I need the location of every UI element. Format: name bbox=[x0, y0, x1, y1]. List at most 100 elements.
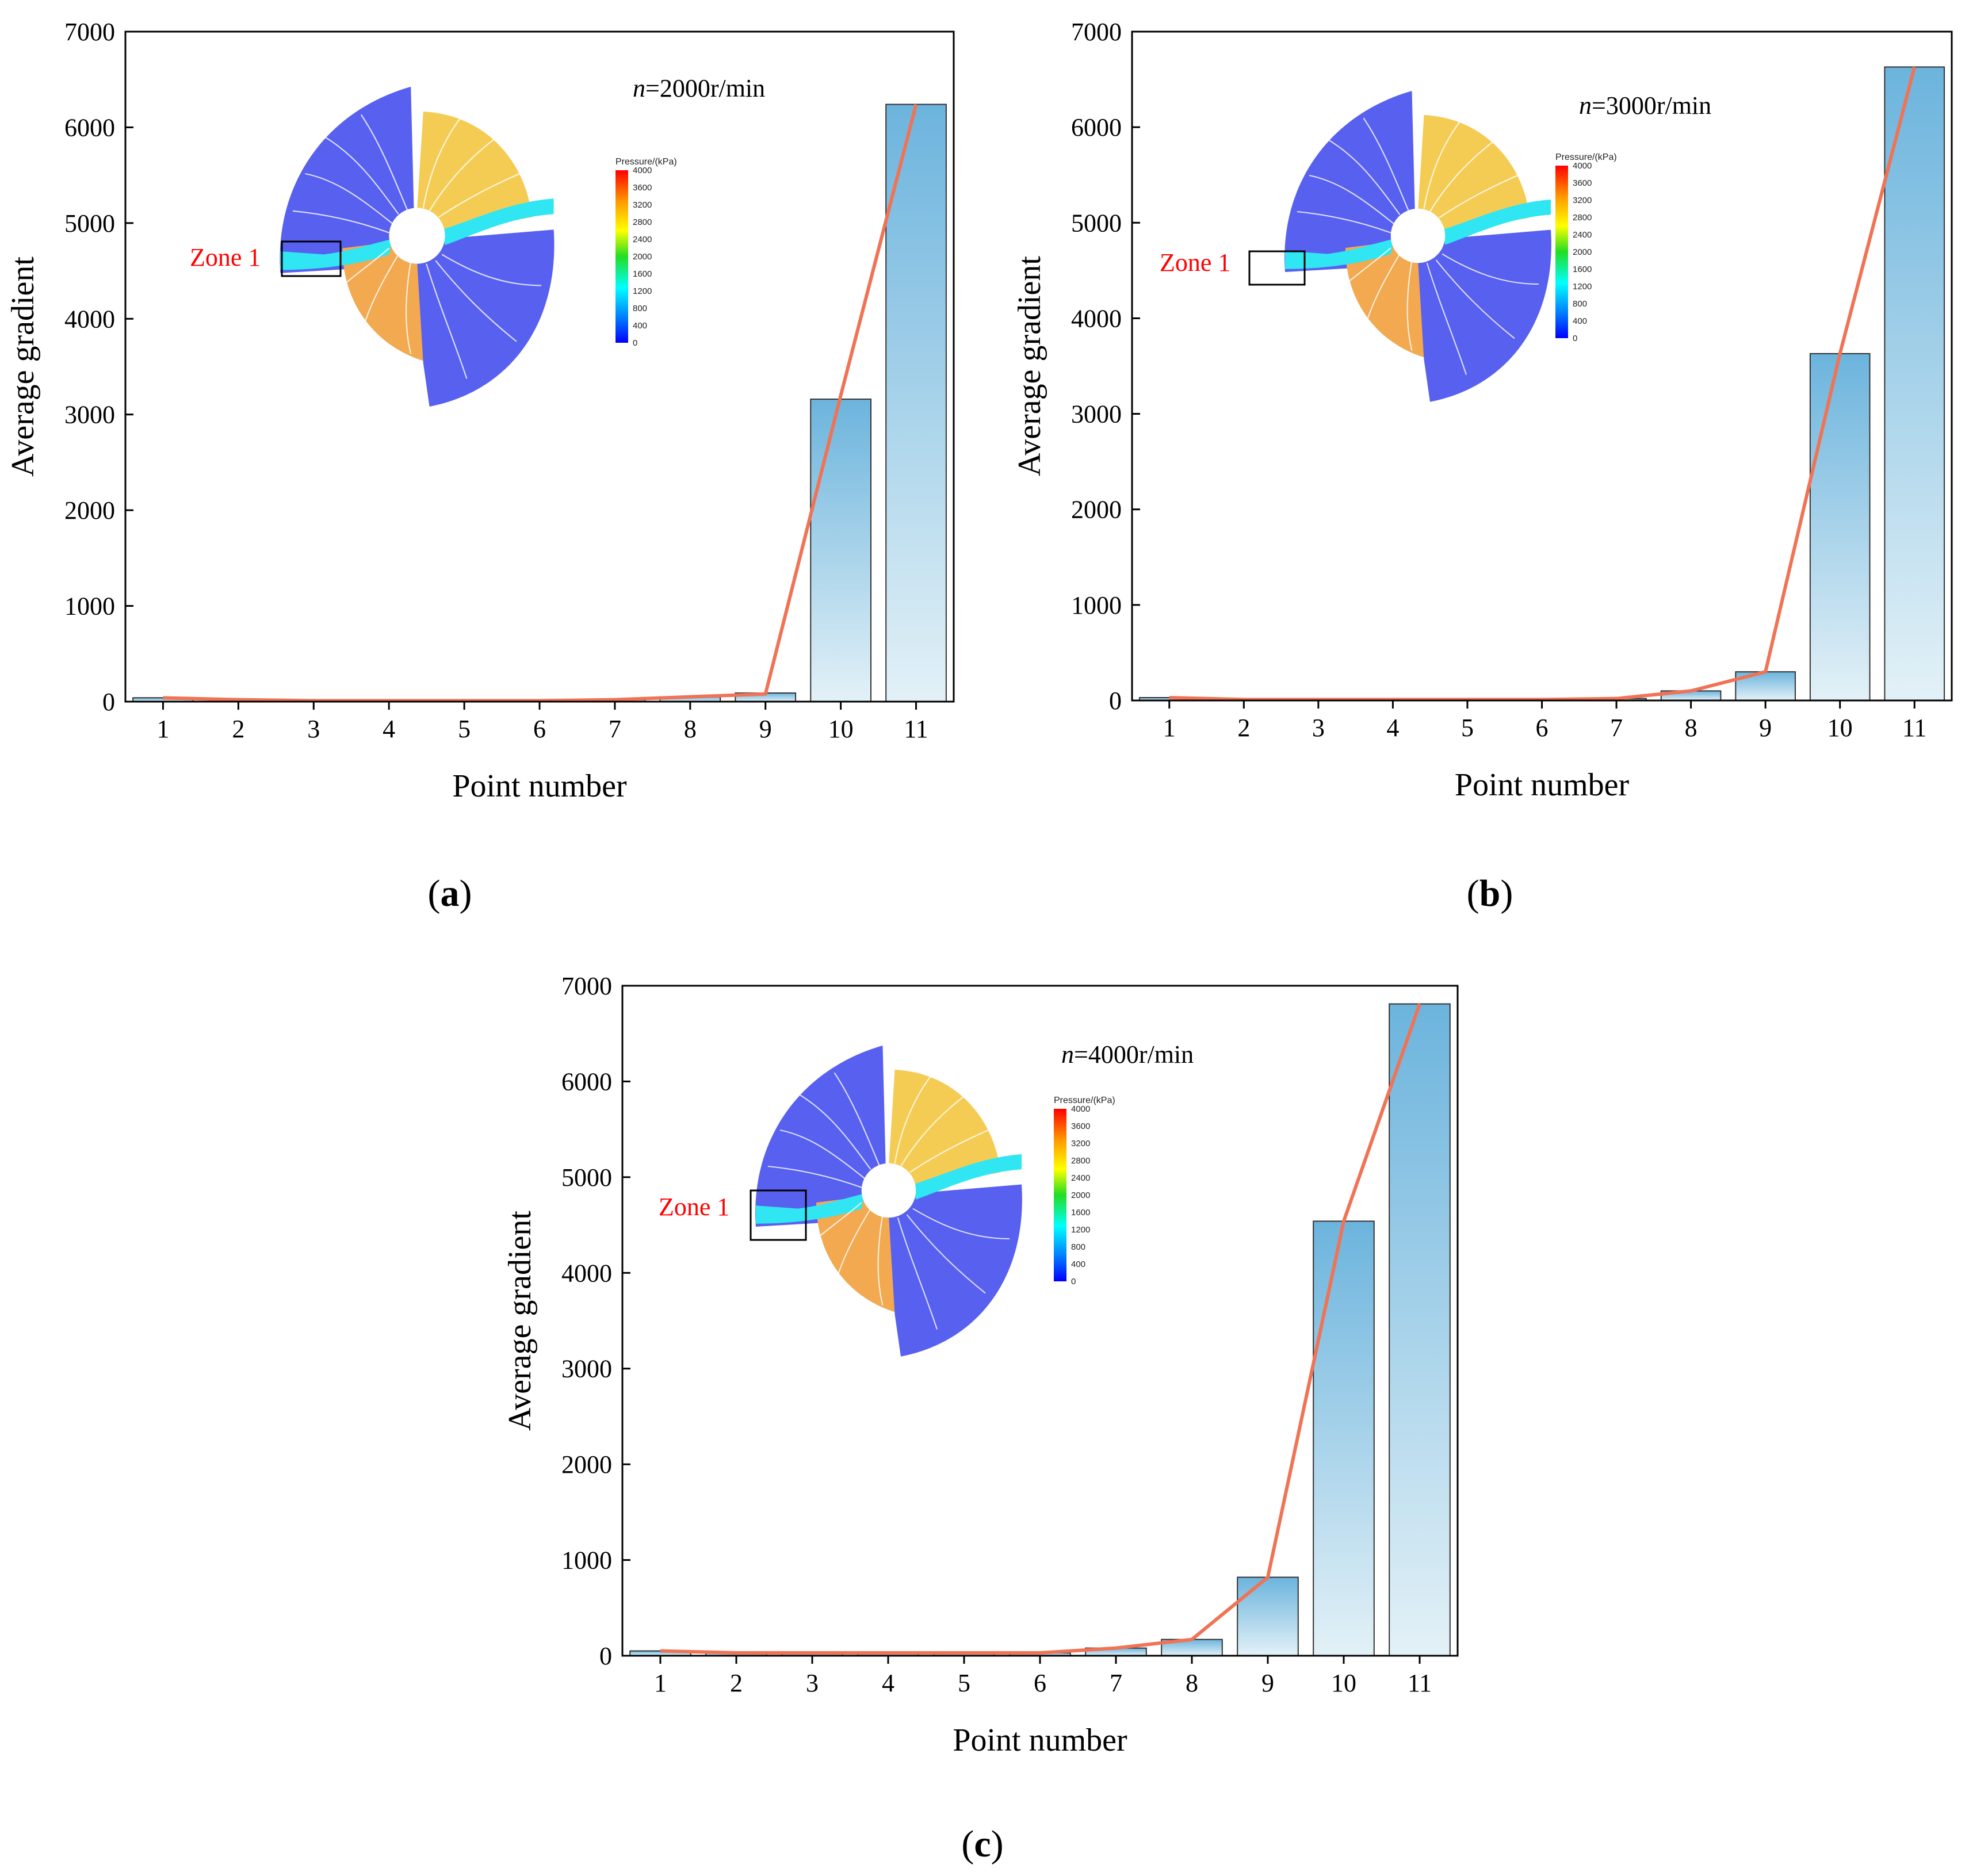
rotor-inset-b bbox=[1284, 90, 1552, 403]
x-axis-title-c: Point number bbox=[953, 1722, 1127, 1758]
ytick-label: 3000 bbox=[561, 1355, 612, 1383]
ytick-label: 2000 bbox=[561, 1450, 612, 1479]
y-axis-title-b: Average gradient bbox=[1012, 256, 1047, 476]
ytick-label: 7000 bbox=[1071, 18, 1122, 46]
xtick-label: 1 bbox=[654, 1669, 667, 1697]
xtick-label: 2 bbox=[1237, 714, 1250, 742]
ytick-label: 1000 bbox=[1071, 591, 1122, 619]
bar-b-11 bbox=[1884, 66, 1945, 701]
speed-label-a: n=2000r/min bbox=[633, 74, 765, 102]
xtick-label: 8 bbox=[684, 715, 697, 743]
xtick-label: 7 bbox=[609, 715, 621, 743]
ytick-label: 6000 bbox=[64, 113, 115, 141]
rotor-inset-a bbox=[279, 86, 555, 408]
xtick-label: 6 bbox=[1034, 1669, 1046, 1697]
xtick-label: 8 bbox=[1685, 714, 1697, 742]
ytick-label: 5000 bbox=[64, 209, 115, 238]
bar-c-10 bbox=[1313, 1220, 1375, 1656]
colorbar-tick-label: 2400 bbox=[633, 235, 652, 244]
xtick-label: 3 bbox=[1312, 714, 1325, 742]
ytick-label: 2000 bbox=[64, 496, 115, 524]
ytick-label: 5000 bbox=[1071, 209, 1122, 237]
colorbar-tick-label: 1200 bbox=[1071, 1225, 1090, 1235]
xtick-label: 5 bbox=[458, 715, 471, 743]
xtick-label: 2 bbox=[232, 715, 244, 743]
y-axis-title-c: Average gradient bbox=[502, 1211, 538, 1431]
colorbar-tick-label: 1600 bbox=[633, 269, 652, 279]
xtick-label: 7 bbox=[1110, 1669, 1122, 1697]
ytick-label: 4000 bbox=[1071, 304, 1122, 332]
colorbar-tick-label: 3200 bbox=[633, 200, 652, 210]
bar-a-10 bbox=[810, 399, 871, 702]
trend-line-c bbox=[660, 1003, 1421, 1655]
ytick-label: 1000 bbox=[561, 1546, 612, 1575]
ytick-label: 2000 bbox=[1071, 496, 1122, 524]
trend-line-a bbox=[163, 104, 918, 703]
colorbar-tick-label: 2000 bbox=[1071, 1190, 1090, 1200]
colorbar-tick-label: 4000 bbox=[1071, 1104, 1090, 1114]
bar-c-9 bbox=[1237, 1576, 1299, 1656]
ytick-label: 1000 bbox=[64, 592, 115, 621]
ytick-label: 3000 bbox=[64, 401, 115, 429]
colorbar-a: Pressure/(kPa) 4000360032002800240020001… bbox=[615, 157, 677, 348]
xtick-label: 6 bbox=[1536, 714, 1549, 742]
colorbar-tick-label: 400 bbox=[1573, 316, 1587, 326]
xtick-label: 1 bbox=[1163, 714, 1176, 742]
colorbar-tick-label: 0 bbox=[1573, 334, 1577, 343]
ytick-label: 5000 bbox=[561, 1163, 612, 1192]
ytick-label: 6000 bbox=[1071, 113, 1122, 141]
colorbar-c: Pressure/(kPa) 4000360032002800240020001… bbox=[1054, 1096, 1115, 1287]
colorbar-tick-label: 800 bbox=[1071, 1242, 1085, 1252]
colorbar-tick-label: 2400 bbox=[1071, 1173, 1090, 1183]
ytick-label: 4000 bbox=[561, 1259, 612, 1287]
bar-c-11 bbox=[1389, 1003, 1451, 1656]
colorbar-tick-label: 4000 bbox=[633, 166, 652, 175]
colorbar-tick-label: 800 bbox=[1573, 299, 1587, 309]
xtick-label: 11 bbox=[1408, 1669, 1432, 1697]
ytick-label: 7000 bbox=[561, 972, 612, 1000]
xtick-label: 11 bbox=[1902, 714, 1926, 742]
xtick-label: 3 bbox=[806, 1669, 819, 1697]
colorbar-tick-label: 2000 bbox=[633, 252, 652, 262]
ytick-label: 6000 bbox=[561, 1067, 612, 1096]
ytick-label: 0 bbox=[102, 688, 115, 716]
xtick-label: 7 bbox=[1610, 714, 1623, 742]
zone-marker-c: Zone 1 bbox=[659, 1189, 807, 1241]
zone-marker-a: Zone 1 bbox=[190, 240, 342, 277]
y-axis-title-a: Average gradient bbox=[5, 256, 41, 477]
colorbar-tick-label: 1200 bbox=[633, 286, 652, 296]
ytick-label: 0 bbox=[599, 1642, 612, 1670]
xtick-label: 10 bbox=[1331, 1669, 1356, 1697]
colorbar-tick-label: 3200 bbox=[1573, 196, 1592, 205]
panel-label-b: (b) bbox=[1467, 872, 1513, 914]
xtick-label: 4 bbox=[882, 1669, 894, 1697]
colorbar-tick-label: 2000 bbox=[1573, 247, 1592, 257]
colorbar-tick-label: 2800 bbox=[1573, 213, 1592, 223]
trend-line-b bbox=[1169, 66, 1917, 702]
ytick-label: 4000 bbox=[64, 305, 115, 333]
xtick-label: 3 bbox=[307, 715, 320, 743]
xtick-label: 4 bbox=[1386, 714, 1399, 742]
colorbar-tick-label: 3600 bbox=[1071, 1121, 1090, 1131]
ytick-label: 3000 bbox=[1071, 400, 1122, 428]
panel-label-c: (c) bbox=[961, 1823, 1003, 1865]
speed-label-c: n=4000r/min bbox=[1061, 1040, 1194, 1069]
xtick-label: 10 bbox=[1827, 714, 1853, 742]
svg-text:Zone 1: Zone 1 bbox=[659, 1193, 729, 1221]
bar-a-11 bbox=[885, 104, 947, 702]
colorbar-tick-label: 3200 bbox=[1071, 1139, 1090, 1148]
svg-text:Zone 1: Zone 1 bbox=[190, 243, 261, 271]
zone-marker-b: Zone 1 bbox=[1160, 248, 1306, 286]
colorbar-b: Pressure/(kPa) 4000360032002800240020001… bbox=[1555, 152, 1617, 343]
svg-text:Pressure/(kPa): Pressure/(kPa) bbox=[615, 157, 677, 167]
x-axis-title-a: Point number bbox=[452, 768, 627, 804]
x-axis-title-b: Point number bbox=[1455, 767, 1630, 803]
colorbar-tick-label: 3600 bbox=[633, 183, 652, 193]
xtick-label: 9 bbox=[1759, 714, 1772, 742]
colorbar-tick-label: 1600 bbox=[1573, 265, 1592, 274]
xtick-label: 9 bbox=[759, 715, 772, 743]
